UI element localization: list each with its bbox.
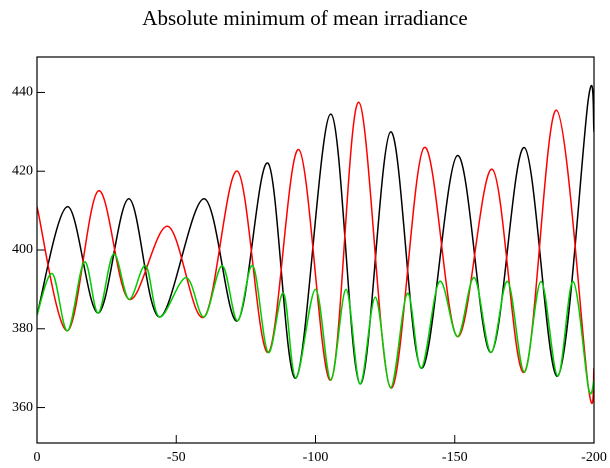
series-line — [37, 101, 594, 405]
y-tick-label: 380 — [12, 321, 33, 336]
y-tick-label: 360 — [12, 400, 33, 415]
x-tick-label: -100 — [303, 450, 329, 465]
x-tick-label: -150 — [442, 450, 468, 465]
y-tick-label: 440 — [12, 85, 33, 100]
plot-frame — [36, 56, 595, 444]
x-tick-label: 0 — [34, 450, 41, 465]
series-line — [37, 85, 594, 385]
series-line — [37, 253, 594, 395]
x-tick-label: -50 — [167, 450, 186, 465]
chart-title: Absolute minimum of mean irradiance — [142, 6, 467, 30]
y-tick-label: 400 — [12, 242, 33, 257]
y-tick-label: 420 — [12, 163, 33, 178]
x-tick-label: -200 — [581, 450, 607, 465]
